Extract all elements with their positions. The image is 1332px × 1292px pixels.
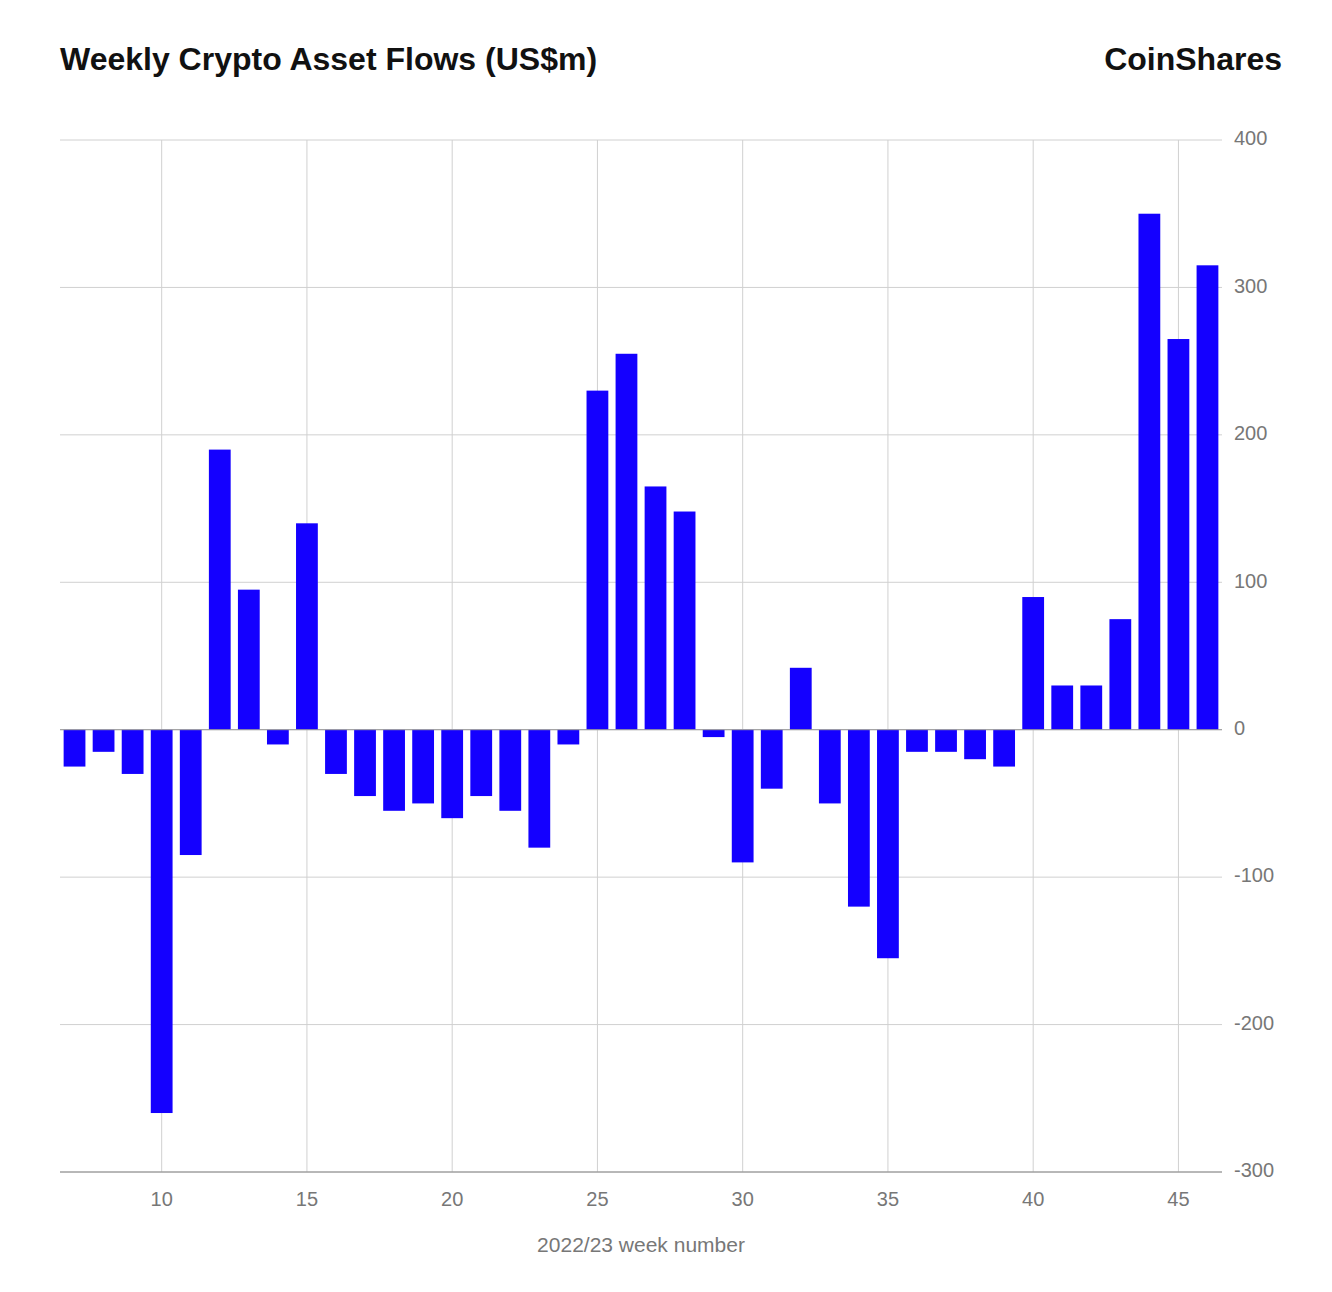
bar [877,730,899,959]
bar [819,730,841,804]
bar [151,730,173,1113]
bar [1138,214,1160,730]
bar [1051,685,1073,729]
y-grid-line [60,729,1222,730]
bar [993,730,1015,767]
y-grid-line [60,140,1222,141]
y-grid-line [60,434,1222,435]
x-tick-label: 25 [586,1188,608,1210]
bar [674,512,696,730]
y-grid-line [60,582,1222,583]
x-tick-label: 35 [877,1188,899,1210]
bar [122,730,144,774]
bar [1197,265,1219,729]
y-tick-label: -100 [1234,864,1274,886]
bar [180,730,202,855]
chart-container: -300 -200 -100 0 100 200 300 400 10 15 20 25 30 35 40 4… [0,0,1332,1292]
bar [587,391,609,730]
bar [267,730,289,745]
x-axis-line [60,1172,1222,1173]
y-tick-label: 100 [1234,570,1267,592]
bars [64,214,1219,1113]
y-tick-label: 400 [1234,127,1267,149]
brand-label: CoinShares [1104,41,1282,77]
bar [1168,339,1190,730]
y-grid-line [60,1172,1222,1173]
bar [761,730,783,789]
bar [296,523,318,729]
bar [906,730,928,752]
y-grid-line [60,287,1222,288]
bar [325,730,347,774]
bar [499,730,521,811]
bar [238,590,260,730]
grid [60,140,1222,1172]
y-grid-line [60,877,1222,878]
bar [790,668,812,730]
bar [441,730,463,818]
bar [703,730,725,737]
y-tick-label: -300 [1234,1159,1274,1181]
bar [935,730,957,752]
bar [93,730,115,752]
x-tick-label: 40 [1022,1188,1044,1210]
bar [1080,685,1102,729]
chart-svg: -300 -200 -100 0 100 200 300 400 10 15 20 25 30 35 40 4… [0,0,1332,1292]
bar [354,730,376,796]
bar [209,450,231,730]
bar [383,730,405,811]
bar [616,354,638,730]
x-tick-label: 15 [296,1188,318,1210]
y-tick-label: 300 [1234,275,1267,297]
bar [470,730,492,796]
bar [528,730,550,848]
y-grid-line [60,1024,1222,1025]
background [0,0,1332,1292]
x-tick-label: 10 [151,1188,173,1210]
bar [848,730,870,907]
bar [412,730,434,804]
y-tick-label: -200 [1234,1012,1274,1034]
x-grid-line [887,140,888,1172]
y-tick-label: 0 [1234,717,1245,739]
x-tick-label: 45 [1167,1188,1189,1210]
bar [964,730,986,759]
x-grid-line [742,140,743,1172]
bar [1022,597,1044,730]
bar [732,730,754,863]
bar [557,730,579,745]
x-axis-label: 2022/23 week number [537,1233,745,1256]
x-tick-label: 30 [732,1188,754,1210]
x-grid-line [452,140,453,1172]
bar [1109,619,1131,730]
title: Weekly Crypto Asset Flows (US$m) [60,41,597,77]
zero-line [60,729,1222,730]
bar [645,486,667,729]
bar [64,730,86,767]
y-tick-label: 200 [1234,422,1267,444]
x-tick-label: 20 [441,1188,463,1210]
